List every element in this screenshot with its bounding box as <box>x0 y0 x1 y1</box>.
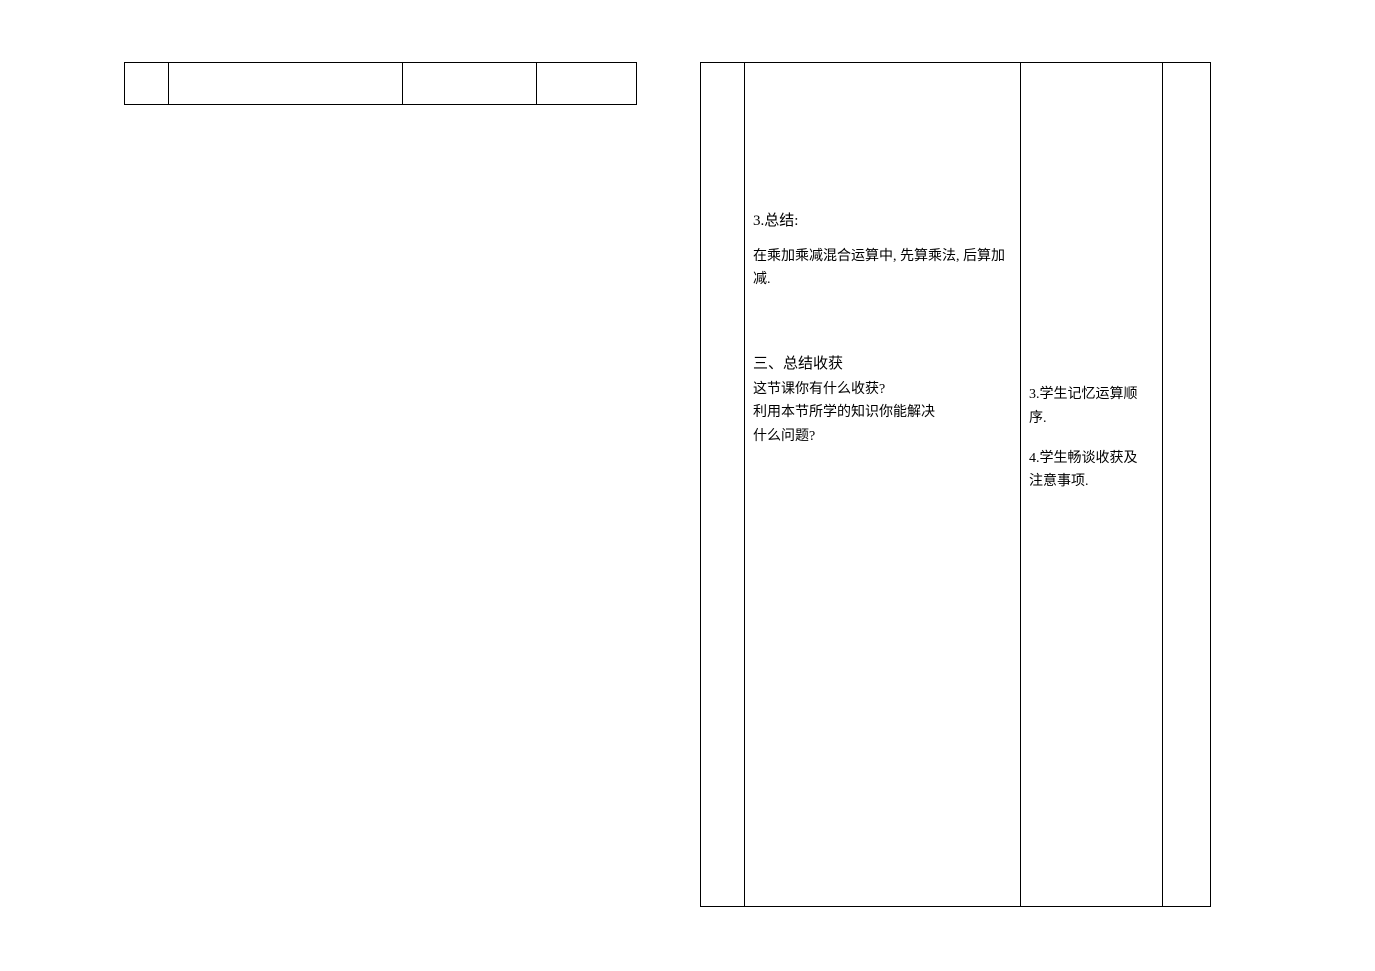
right-cell-2: 3.总结: 在乘加乘减混合运算中, 先算乘法, 后算加减. 三、总结收获 这节课… <box>745 63 1021 907</box>
right-table: 3.总结: 在乘加乘减混合运算中, 先算乘法, 后算加减. 三、总结收获 这节课… <box>700 62 1211 907</box>
item-4-text: 注意事项. <box>1029 470 1154 494</box>
left-cell-3 <box>403 63 537 105</box>
item-4-label: 4.学生畅谈收获及 <box>1029 447 1154 471</box>
left-cell-1 <box>125 63 169 105</box>
table-row: 3.总结: 在乘加乘减混合运算中, 先算乘法, 后算加减. 三、总结收获 这节课… <box>701 63 1211 907</box>
section-3-heading: 三、总结收获 <box>753 352 1012 378</box>
item-3-text: 序. <box>1029 407 1154 431</box>
question-2: 利用本节所学的知识你能解决 <box>753 401 1012 425</box>
right-cell-3: 3.学生记忆运算顺 序. 4.学生畅谈收获及 注意事项. <box>1021 63 1163 907</box>
right-cell-4 <box>1163 63 1211 907</box>
item-3-label: 3.学生记忆运算顺 <box>1029 383 1154 407</box>
question-1: 这节课你有什么收获? <box>753 378 1012 402</box>
left-table <box>124 62 637 105</box>
summary-number: 3.总结: <box>753 209 1012 235</box>
right-cell-1 <box>701 63 745 907</box>
left-cell-4 <box>537 63 637 105</box>
question-3: 什么问题? <box>753 425 1012 449</box>
left-cell-2 <box>169 63 403 105</box>
table-row <box>125 63 637 105</box>
summary-text: 在乘加乘减混合运算中, 先算乘法, 后算加减. <box>753 245 1012 293</box>
